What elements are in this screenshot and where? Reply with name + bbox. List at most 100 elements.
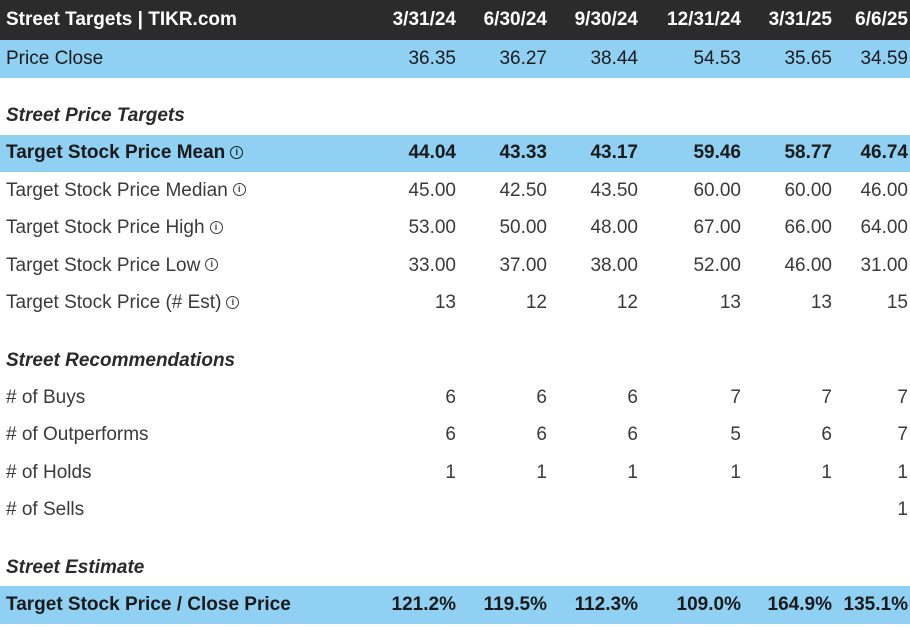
cell-value: 38.00 — [590, 254, 638, 276]
section-title: Street Estimate — [6, 556, 145, 578]
cell-value: 6 — [536, 424, 547, 446]
cell-value: 119.5% — [483, 593, 547, 615]
cell-value: 36.27 — [499, 47, 547, 69]
period-header: 6/30/24 — [483, 9, 547, 30]
spacer — [0, 78, 910, 98]
period-header: 6/6/25 — [855, 9, 908, 30]
section-title: Street Recommendations — [6, 349, 236, 371]
row-label: # of Sells — [6, 499, 85, 521]
cell-value — [638, 492, 741, 530]
cell-value: 59.46 — [693, 142, 741, 164]
section-header-estimate: Street Estimate — [0, 549, 910, 586]
cell-value: 164.9% — [767, 593, 832, 615]
cell-value: 45.00 — [408, 179, 456, 201]
period-header: 12/31/24 — [667, 9, 741, 30]
cell-value: 1 — [821, 461, 832, 483]
cell-value: 60.00 — [784, 179, 832, 201]
buys-row: # of Buys 6 6 6 7 7 7 — [0, 379, 910, 417]
section-title: Street Price Targets — [6, 105, 185, 126]
cell-value: 7 — [730, 386, 741, 408]
cell-value: 6 — [821, 424, 832, 446]
row-label: Target Stock Price / Close Price — [6, 593, 291, 615]
period-header: 3/31/25 — [768, 9, 832, 30]
cell-value: 42.50 — [499, 179, 547, 201]
cell-value: 6 — [445, 386, 456, 408]
cell-value: 121.2% — [391, 593, 456, 615]
cell-value: 44.04 — [408, 142, 456, 164]
cell-value: 1 — [897, 461, 908, 483]
cell-value: 43.33 — [499, 142, 547, 164]
info-icon[interactable]: i — [205, 258, 219, 272]
period-header: 9/30/24 — [574, 9, 638, 30]
row-label: # of Holds — [6, 461, 92, 483]
cell-value: 53.00 — [408, 217, 456, 239]
cell-value: 50.00 — [499, 217, 547, 239]
cell-value: 33.00 — [408, 254, 456, 276]
row-label-cell: Target Stock Price (# Est) i — [0, 285, 330, 323]
cell-value: 54.53 — [693, 47, 741, 69]
row-label-cell: Target Stock Price Median i — [0, 172, 330, 210]
cell-value: 1 — [897, 499, 908, 521]
row-label: Target Stock Price High — [6, 217, 205, 239]
cell-value: 43.17 — [590, 142, 638, 164]
cell-value: 64.00 — [860, 217, 908, 239]
cell-value: 1 — [445, 461, 456, 483]
cell-value: 6 — [627, 424, 638, 446]
cell-value: 34.59 — [860, 47, 908, 69]
cell-value: 5 — [730, 424, 741, 446]
target-median-row: Target Stock Price Median i 45.00 42.50 4… — [0, 172, 910, 210]
row-label: Target Stock Price Median — [6, 179, 228, 201]
cell-value: 112.3% — [574, 593, 638, 615]
target-mean-row: Target Stock Price Mean i 44.04 43.33 43.… — [0, 134, 910, 173]
cell-value: 37.00 — [499, 254, 547, 276]
cell-value: 12 — [616, 292, 638, 314]
cell-value: 13 — [810, 292, 832, 314]
row-label: # of Buys — [6, 386, 86, 408]
cell-value — [741, 492, 832, 530]
cell-value: 66.00 — [784, 217, 832, 239]
cell-value: 48.00 — [590, 217, 638, 239]
outperforms-row: # of Outperforms 6 6 6 5 6 7 — [0, 417, 910, 455]
cell-value: 1 — [627, 461, 638, 483]
cell-value: 58.77 — [784, 142, 832, 164]
info-icon[interactable]: i — [209, 220, 223, 234]
info-icon[interactable]: i — [232, 183, 246, 197]
info-icon[interactable]: i — [226, 295, 240, 309]
cell-value: 6 — [536, 386, 547, 408]
cell-value: 6 — [627, 386, 638, 408]
target-high-row: Target Stock Price High i 53.00 50.00 48.… — [0, 210, 910, 248]
row-label-cell: Target Stock Price Mean i — [0, 135, 330, 173]
cell-value: 1 — [536, 461, 547, 483]
cell-value — [456, 492, 547, 530]
cell-value — [547, 492, 638, 530]
table-header: Street Targets | TIKR.com 3/31/24 6/30/2… — [0, 0, 910, 40]
cell-value: 52.00 — [693, 254, 741, 276]
cell-value: 109.0% — [676, 593, 741, 615]
spacer — [0, 529, 910, 549]
cell-value: 67.00 — [693, 217, 741, 239]
row-label-cell: Target Stock Price High i — [0, 210, 330, 248]
cell-value: 7 — [897, 386, 908, 408]
cell-value: 12 — [525, 292, 547, 314]
section-header-recommendations: Street Recommendations — [0, 342, 910, 379]
target-low-row: Target Stock Price Low i 33.00 37.00 38.0… — [0, 247, 910, 285]
cell-value: 13 — [719, 292, 741, 314]
target-est-count-row: Target Stock Price (# Est) i 13 12 12 13 … — [0, 285, 910, 323]
row-label: Target Stock Price Low — [6, 254, 201, 276]
period-header: 3/31/24 — [392, 9, 456, 30]
cell-value: 7 — [821, 386, 832, 408]
cell-value: 36.35 — [408, 47, 456, 69]
row-label: Price Close — [6, 47, 104, 69]
cell-value: 135.1% — [843, 593, 908, 615]
cell-value — [330, 492, 456, 530]
sells-row: # of Sells 1 — [0, 492, 910, 530]
row-label: Target Stock Price Mean — [6, 142, 226, 164]
cell-value: 46.00 — [784, 254, 832, 276]
row-label: # of Outperforms — [6, 424, 149, 446]
price-close-row: Price Close 36.35 36.27 38.44 54.53 35.6… — [0, 40, 910, 78]
spacer — [0, 322, 910, 342]
info-icon[interactable]: i — [230, 145, 244, 159]
cell-value: 13 — [434, 292, 456, 314]
row-label-cell: Target Stock Price Low i — [0, 247, 330, 285]
